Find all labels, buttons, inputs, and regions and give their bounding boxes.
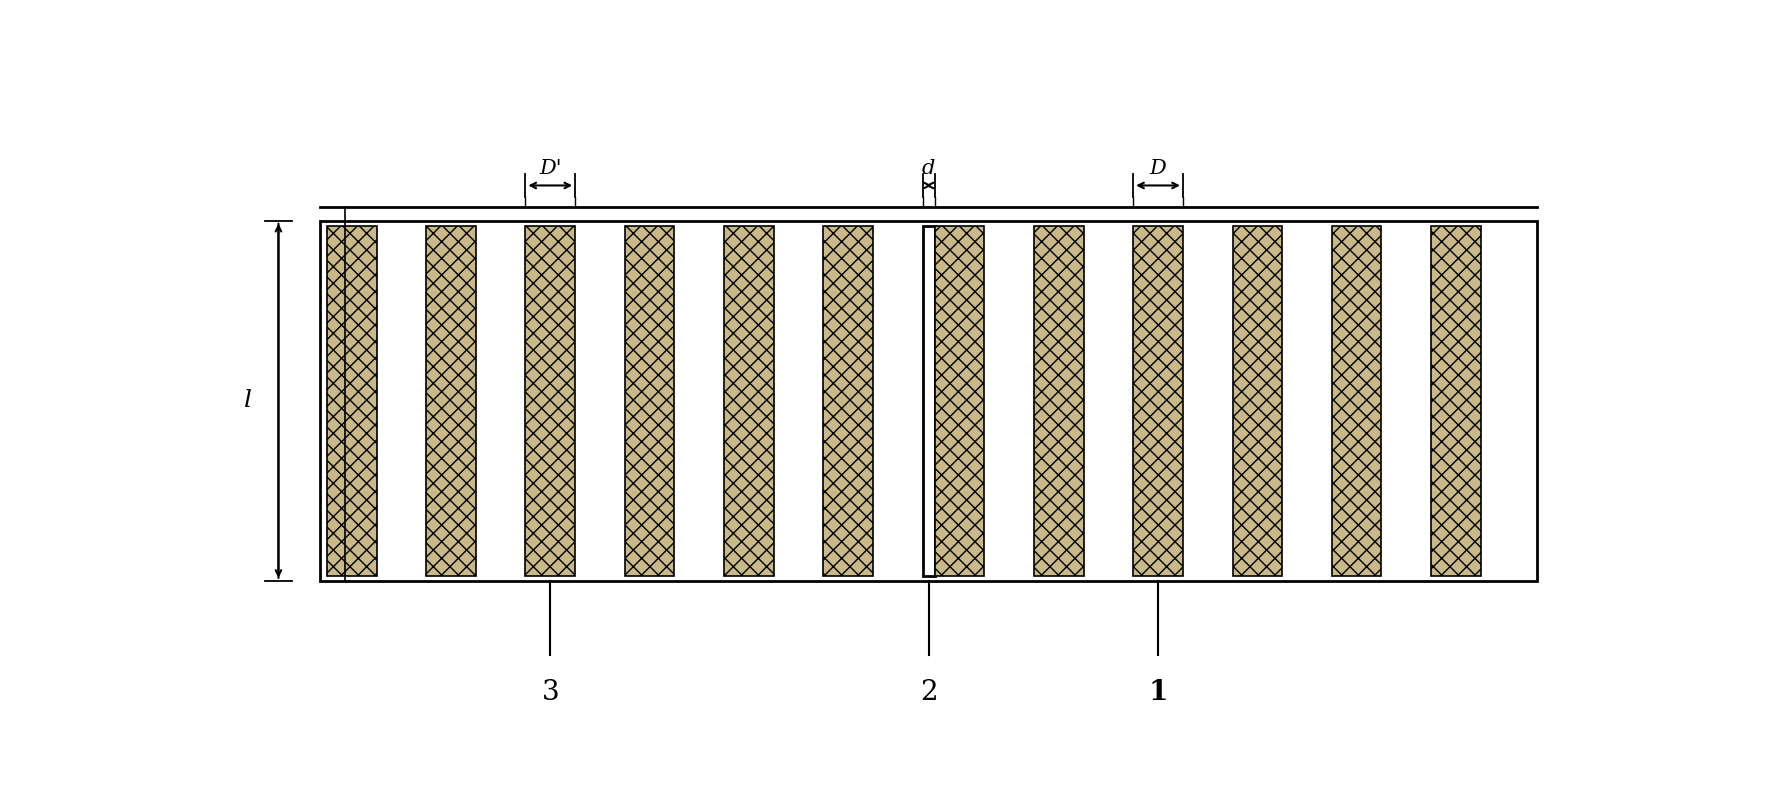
Text: 1: 1 (1148, 679, 1167, 706)
Bar (1034, 226, 1083, 575)
Text: 2: 2 (919, 679, 937, 706)
Bar (625, 226, 675, 575)
Bar (1232, 226, 1282, 575)
Bar (1432, 226, 1482, 575)
Bar (525, 226, 575, 575)
Bar (1133, 226, 1183, 575)
Bar (725, 226, 773, 575)
Bar (327, 226, 377, 575)
Text: d: d (923, 159, 935, 178)
Bar (935, 226, 984, 575)
Text: 3: 3 (541, 679, 559, 706)
Text: D: D (1150, 159, 1166, 178)
Text: D': D' (539, 159, 562, 178)
Bar (923, 226, 935, 575)
Text: l: l (245, 389, 252, 413)
Bar (1332, 226, 1382, 575)
Bar (427, 226, 477, 575)
Bar (320, 221, 1537, 581)
Bar (823, 226, 873, 575)
